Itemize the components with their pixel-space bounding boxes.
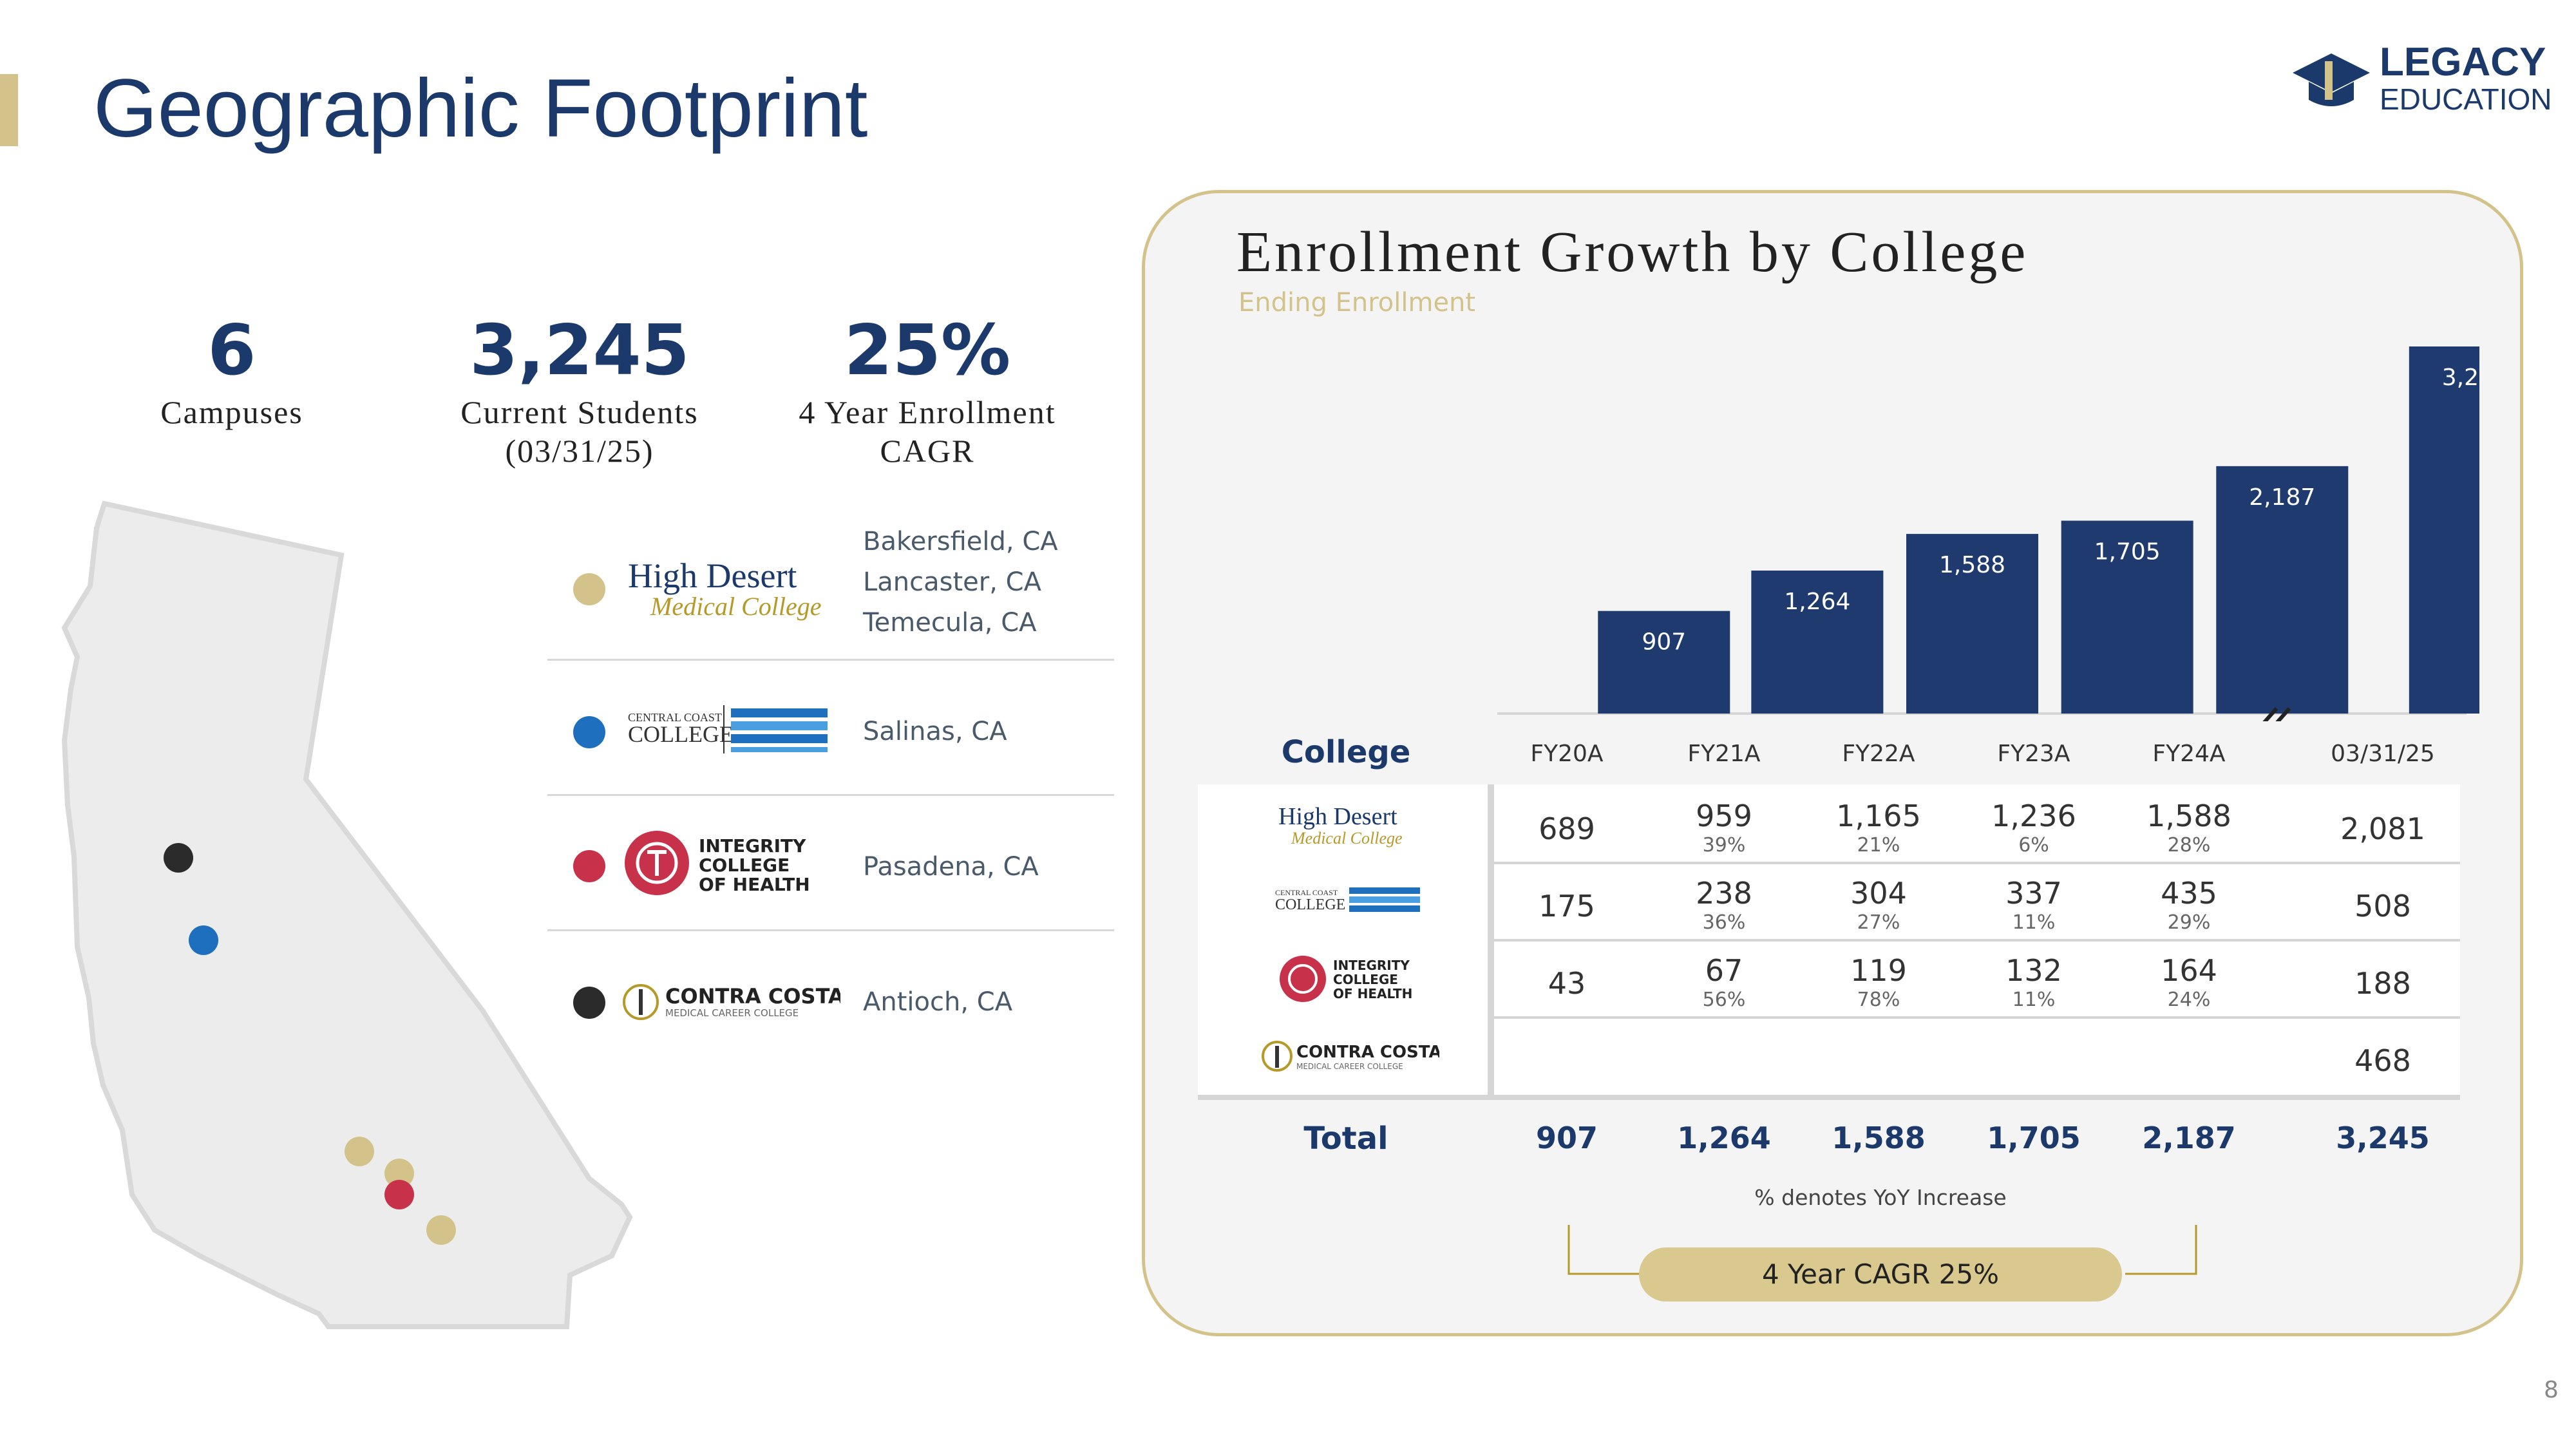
cagr-bracket xyxy=(1567,1225,2197,1275)
location-text: Bakersfield, CA xyxy=(863,527,1058,556)
kpi-current-students: 3,245 Current Students (03/31/25) xyxy=(412,309,747,470)
axis-break-icon xyxy=(2262,707,2291,721)
college-row-high-desert: High Desert Medical College Bakersfield,… xyxy=(547,522,1114,661)
svg-text:OF HEALTH: OF HEALTH xyxy=(699,874,810,895)
campus-dot-lancaster xyxy=(384,1159,414,1188)
bar-fy21a xyxy=(1751,570,1884,714)
chart-subtitle: Ending Enrollment xyxy=(1238,288,1476,317)
bar-fy24a xyxy=(2216,466,2349,714)
college-locations: Salinas, CA xyxy=(863,712,1007,752)
college-row-central-coast: CENTRAL COAST COLLEGE Salinas, CA xyxy=(547,660,1114,796)
bar-value-label: 907 xyxy=(1642,629,1686,656)
college-color-dot xyxy=(573,716,605,748)
california-map xyxy=(61,500,633,1329)
row-divider xyxy=(547,929,1114,931)
chart-panel xyxy=(1142,190,2523,1336)
svg-text:COLLEGE: COLLEGE xyxy=(699,855,790,876)
logo-line2: EDUCATION xyxy=(2380,82,2550,116)
campus-dot-bakersfield xyxy=(345,1137,374,1166)
svg-text:High Desert: High Desert xyxy=(628,556,797,595)
location-text: Salinas, CA xyxy=(863,717,1007,746)
campus-dot-pasadena xyxy=(384,1180,414,1209)
college-color-dot xyxy=(573,987,605,1019)
logo-line1: LEGACY xyxy=(2380,40,2546,84)
page-title: Geographic Footprint xyxy=(93,62,868,155)
college-locations: Pasadena, CA xyxy=(863,847,1039,887)
campus-dot-temecula xyxy=(426,1215,456,1245)
bar-fy22a xyxy=(1906,534,2039,714)
college-row-contra-costa: CONTRA COSTA MEDICAL CAREER COLLEGE Anti… xyxy=(547,931,1114,1066)
california-outline xyxy=(61,500,633,1329)
title-accent-bar xyxy=(0,74,18,146)
bar-value-label: 1,264 xyxy=(1784,589,1850,615)
bar-033125 xyxy=(2409,346,2479,714)
row-divider xyxy=(547,659,1114,661)
bar-fy20a xyxy=(1598,611,1730,714)
kpi-value: 3,245 xyxy=(469,310,690,391)
enrollment-bar-chart: 907 1,264 1,588 1,705 2,187 3,245 xyxy=(1497,346,2479,721)
graduation-cap-icon xyxy=(2293,53,2370,106)
svg-text:COLLEGE: COLLEGE xyxy=(628,721,734,747)
contra-costa-logo: CONTRA COSTA MEDICAL CAREER COLLEGE xyxy=(623,984,840,1020)
college-row-integrity: INTEGRITY COLLEGE OF HEALTH Pasadena, CA xyxy=(547,795,1114,931)
svg-text:Medical College: Medical College xyxy=(650,592,821,621)
campus-dot-antioch xyxy=(164,843,193,873)
bar-value-label: 3,245 xyxy=(2442,365,2479,391)
bar-value-label: 1,705 xyxy=(2094,539,2161,565)
college-locations: Bakersfield, CA Lancaster, CA Temecula, … xyxy=(863,522,1058,643)
bar-fy23a xyxy=(2061,520,2193,714)
kpi-label-2: (03/31/25) xyxy=(505,433,654,469)
kpi-value: 25% xyxy=(844,310,1011,391)
kpi-label: 4 Year Enrollment xyxy=(799,394,1056,430)
college-color-dot xyxy=(573,573,605,605)
college-locations: Antioch, CA xyxy=(863,982,1012,1023)
kpi-label: Campuses xyxy=(160,394,303,430)
kpi-label-2: CAGR xyxy=(880,433,975,469)
high-desert-logo: High Desert Medical College xyxy=(628,556,821,621)
kpi-enrollment-cagr: 25% 4 Year Enrollment CAGR xyxy=(760,309,1095,470)
svg-text:CENTRAL COAST: CENTRAL COAST xyxy=(628,711,722,724)
integrity-logo: INTEGRITY COLLEGE OF HEALTH xyxy=(625,831,810,895)
bars-group: 907 1,264 1,588 1,705 2,187 3,245 xyxy=(1598,346,2479,714)
kpi-value: 6 xyxy=(207,310,256,391)
bar-value-label: 2,187 xyxy=(2249,484,2315,511)
page-number: 8 xyxy=(2544,1377,2559,1403)
location-text: Antioch, CA xyxy=(863,987,1013,1017)
location-text: Temecula, CA xyxy=(863,608,1037,638)
chart-title: Enrollment Growth by College xyxy=(1236,220,2029,284)
svg-text:INTEGRITY: INTEGRITY xyxy=(699,835,806,857)
central-coast-logo: CENTRAL COAST COLLEGE xyxy=(628,705,828,753)
svg-text:CONTRA COSTA: CONTRA COSTA xyxy=(665,984,840,1009)
cagr-pill: 4 Year CAGR 25% xyxy=(1639,1247,2122,1302)
svg-text:MEDICAL CAREER COLLEGE: MEDICAL CAREER COLLEGE xyxy=(665,1007,799,1019)
location-text: Lancaster, CA xyxy=(863,567,1041,597)
kpi-label: Current Students xyxy=(460,394,699,430)
legacy-education-logo: LEGACY EDUCATION xyxy=(2293,40,2550,116)
campus-dot-salinas xyxy=(189,925,218,955)
college-color-dot xyxy=(573,850,605,882)
kpi-campuses: 6 Campuses xyxy=(64,309,399,431)
bar-value-label: 1,588 xyxy=(1939,552,2005,578)
row-divider xyxy=(547,794,1114,796)
location-text: Pasadena, CA xyxy=(863,852,1039,882)
